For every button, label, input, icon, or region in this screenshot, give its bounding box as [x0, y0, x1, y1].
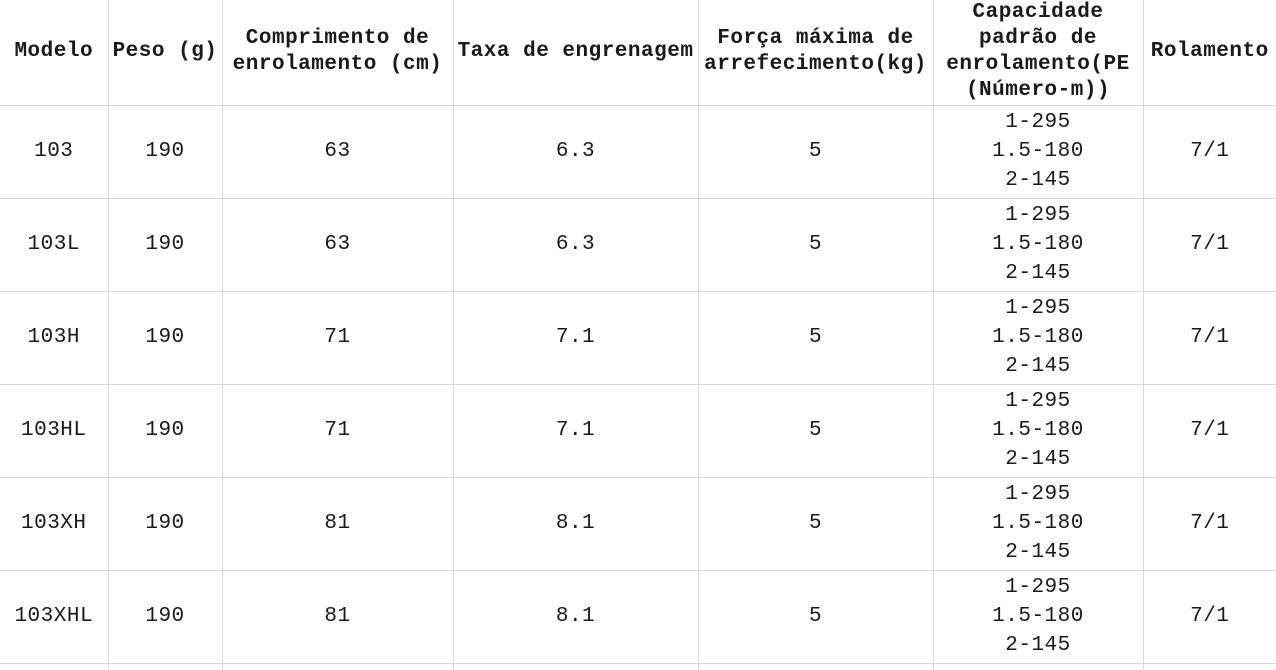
- header-peso: Peso (g): [107, 0, 223, 106]
- cell-forca: 5: [697, 197, 934, 292]
- header-comprimento: Comprimento de enrolamento (cm): [221, 0, 454, 106]
- cell-comprimento: 81: [221, 569, 454, 664]
- cell-capacidade: 1-295 1.5-180 2-145: [932, 383, 1144, 478]
- cell-comprimento: 71: [221, 383, 454, 478]
- table-row: 103 190 63 6.3 5 1-295 1.5-180 2-145 7/1: [0, 104, 1276, 199]
- cell-rolamento: 7/1: [1142, 383, 1276, 478]
- cell-comprimento: 81: [221, 476, 454, 571]
- cell-taxa: 6.3: [452, 197, 699, 292]
- cell-peso: 190: [107, 569, 223, 664]
- cell-modelo: 103XHL: [0, 569, 109, 664]
- cell-modelo: 103: [0, 104, 109, 199]
- header-forca: Força máxima de arrefecimento(kg): [697, 0, 934, 106]
- header-modelo: Modelo: [0, 0, 109, 106]
- cell-capacidade: 1-295 1.5-180 2-145: [932, 104, 1144, 199]
- cell-rolamento: 7/1: [1142, 290, 1276, 385]
- table-row: 103H 190 71 7.1 5 1-295 1.5-180 2-145 7/…: [0, 290, 1276, 385]
- cutoff-row: [0, 662, 1276, 669]
- cell-comprimento: 63: [221, 104, 454, 199]
- cell-capacidade: 1-295 1.5-180 2-145: [932, 197, 1144, 292]
- header-rolamento: Rolamento: [1142, 0, 1276, 106]
- cell-rolamento: 7/1: [1142, 197, 1276, 292]
- cell-peso: 190: [107, 383, 223, 478]
- table-row: 103XHL 190 81 8.1 5 1-295 1.5-180 2-145 …: [0, 569, 1276, 664]
- cell-capacidade: 1-295 1.5-180 2-145: [932, 290, 1144, 385]
- cell-rolamento: 7/1: [1142, 104, 1276, 199]
- cell-modelo: 103HL: [0, 383, 109, 478]
- cell-forca: 5: [697, 476, 934, 571]
- cell-comprimento: 63: [221, 197, 454, 292]
- cell-rolamento: 7/1: [1142, 569, 1276, 664]
- header-taxa: Taxa de engrenagem: [452, 0, 699, 106]
- cell-taxa: 8.1: [452, 569, 699, 664]
- cell-peso: 190: [107, 290, 223, 385]
- table-row: 103XH 190 81 8.1 5 1-295 1.5-180 2-145 7…: [0, 476, 1276, 571]
- cell-taxa: 7.1: [452, 383, 699, 478]
- cell-modelo: 103H: [0, 290, 109, 385]
- header-row: Modelo Peso (g) Comprimento de enrolamen…: [0, 0, 1276, 106]
- cell-peso: 190: [107, 104, 223, 199]
- cell-capacidade: 1-295 1.5-180 2-145: [932, 569, 1144, 664]
- cell-forca: 5: [697, 383, 934, 478]
- cell-modelo: 103L: [0, 197, 109, 292]
- cell-taxa: 6.3: [452, 104, 699, 199]
- table-row: 103HL 190 71 7.1 5 1-295 1.5-180 2-145 7…: [0, 383, 1276, 478]
- cell-rolamento: 7/1: [1142, 476, 1276, 571]
- cell-comprimento: 71: [221, 290, 454, 385]
- cell-taxa: 7.1: [452, 290, 699, 385]
- cell-forca: 5: [697, 104, 934, 199]
- header-capacidade: Capacidade padrão de enrolamento(PE (Núm…: [932, 0, 1144, 106]
- cell-forca: 5: [697, 569, 934, 664]
- cell-taxa: 8.1: [452, 476, 699, 571]
- table-row: 103L 190 63 6.3 5 1-295 1.5-180 2-145 7/…: [0, 197, 1276, 292]
- cell-peso: 190: [107, 476, 223, 571]
- cell-forca: 5: [697, 290, 934, 385]
- cell-modelo: 103XH: [0, 476, 109, 571]
- cell-capacidade: 1-295 1.5-180 2-145: [932, 476, 1144, 571]
- cell-peso: 190: [107, 197, 223, 292]
